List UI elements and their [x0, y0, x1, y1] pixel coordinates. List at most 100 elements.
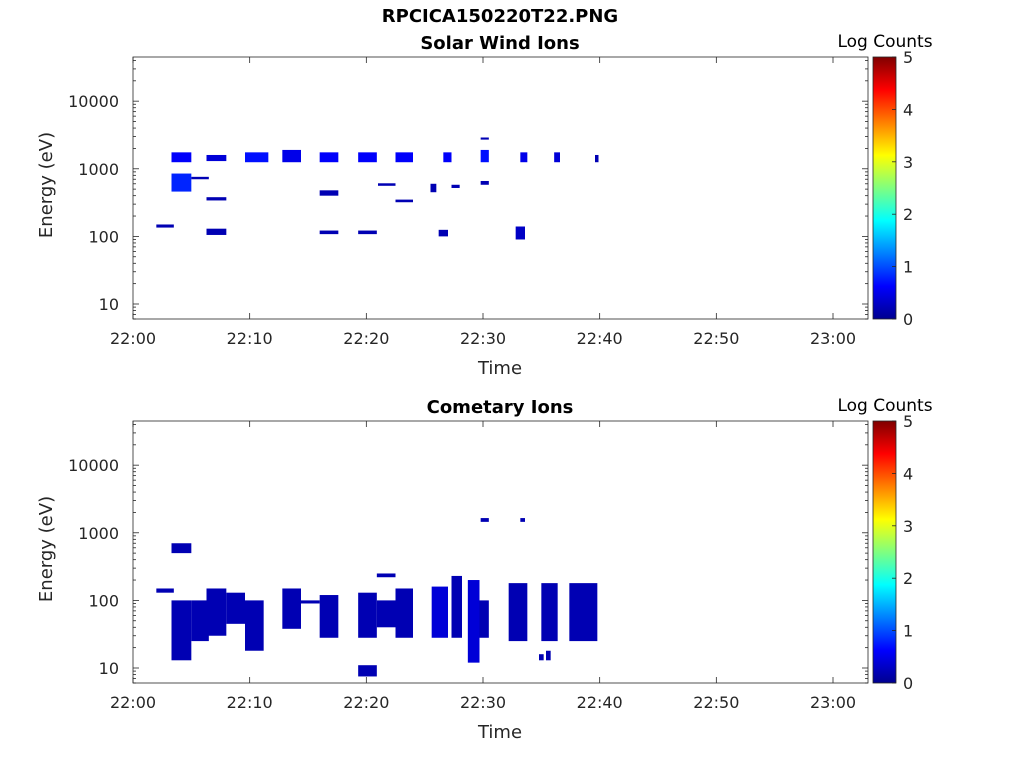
- data-cell: [480, 149, 489, 163]
- x-tick-label: 22:00: [110, 693, 156, 712]
- data-cell: [554, 152, 560, 163]
- data-cell: [358, 665, 377, 677]
- x-tick-label: 22:50: [693, 693, 739, 712]
- x-tick-label: 22:40: [577, 329, 623, 348]
- data-cell: [431, 586, 448, 638]
- x-tick-label: 22:30: [460, 693, 506, 712]
- data-cell: [541, 583, 558, 642]
- colorbar-tick-label: 4: [903, 100, 913, 119]
- y-tick-label: 100: [88, 227, 119, 246]
- plot-area: [133, 421, 868, 683]
- data-cell: [358, 152, 377, 163]
- data-cell: [395, 199, 413, 203]
- data-cell: [515, 226, 525, 240]
- data-cell: [319, 152, 339, 163]
- data-cell: [171, 152, 192, 163]
- panel-0: 22:00 22:10 22:20 22:30 22:40 22:50 23:0010100…: [36, 32, 933, 379]
- data-cell: [520, 518, 525, 522]
- colorbar-tick-label: 3: [903, 517, 913, 536]
- data-cell: [156, 588, 174, 593]
- data-cell: [226, 592, 245, 624]
- x-axis-label: Time: [477, 722, 522, 743]
- data-cell: [508, 583, 528, 642]
- x-tick-label: 22:20: [343, 693, 389, 712]
- data-cell: [443, 152, 452, 163]
- data-cell: [480, 518, 489, 522]
- data-cell: [438, 229, 448, 237]
- y-tick-label: 10000: [68, 456, 119, 475]
- data-cell: [539, 654, 544, 661]
- data-cell: [479, 600, 489, 638]
- data-cell: [301, 600, 320, 604]
- y-tick-label: 1000: [78, 524, 119, 543]
- data-cell: [206, 588, 227, 636]
- y-tick-label: 1000: [78, 160, 119, 179]
- data-cell: [245, 600, 264, 651]
- data-cell: [451, 575, 462, 638]
- data-cell: [171, 173, 192, 192]
- data-cell: [480, 180, 489, 185]
- data-cell: [451, 184, 460, 188]
- colorbar-tick-label: 1: [903, 258, 913, 277]
- data-cell: [520, 152, 528, 163]
- panel-1: 22:00 22:10 22:20 22:30 22:40 22:50 23:0010100…: [36, 396, 933, 743]
- colorbar-tick-label: 5: [903, 412, 913, 431]
- colorbar-tick-label: 2: [903, 205, 913, 224]
- panel-title: Solar Wind Ions: [420, 33, 579, 54]
- data-cell: [156, 224, 174, 228]
- x-tick-label: 22:10: [227, 693, 273, 712]
- colorbar-label: Log Counts: [837, 32, 932, 52]
- axes-box: [132, 420, 869, 684]
- data-cell: [358, 592, 377, 638]
- data-cell: [191, 176, 209, 180]
- data-cell: [282, 588, 301, 629]
- data-cell: [430, 183, 437, 193]
- colorbar-tick-label: 5: [903, 48, 913, 67]
- data-cell: [595, 154, 599, 163]
- data-cell: [319, 190, 339, 196]
- colorbar-tick-label: 0: [903, 310, 913, 329]
- data-cell: [376, 573, 396, 578]
- data-cell: [467, 580, 480, 663]
- colorbar: [872, 56, 897, 320]
- x-tick-label: 23:00: [810, 693, 856, 712]
- y-tick-label: 100: [88, 591, 119, 610]
- data-cell: [546, 650, 551, 661]
- y-axis-label: Energy (eV): [36, 132, 57, 238]
- colorbar-label: Log Counts: [837, 396, 932, 416]
- data-cell: [378, 183, 396, 186]
- figure-title: RPCICA150220T22.PNG: [381, 6, 619, 27]
- colorbar-tick-label: 0: [903, 674, 913, 693]
- data-cell: [569, 583, 598, 642]
- panel-title: Cometary Ions: [427, 397, 574, 418]
- y-tick-label: 10000: [68, 92, 119, 111]
- axes-box: [132, 56, 869, 320]
- data-cell: [206, 228, 227, 235]
- data-cell: [171, 543, 192, 554]
- y-tick-label: 10: [99, 295, 119, 314]
- data-cell: [480, 137, 489, 140]
- data-cell: [206, 197, 227, 201]
- x-tick-label: 22:00: [110, 329, 156, 348]
- data-cell: [245, 152, 269, 163]
- colorbar-tick-label: 2: [903, 569, 913, 588]
- x-tick-label: 23:00: [810, 329, 856, 348]
- data-cell: [395, 152, 413, 163]
- x-tick-label: 22:30: [460, 329, 506, 348]
- colorbar-tick-label: 1: [903, 622, 913, 641]
- data-cell: [206, 154, 227, 162]
- y-axis-label: Energy (eV): [36, 496, 57, 602]
- data-cell: [358, 230, 377, 235]
- colorbar: [872, 420, 897, 684]
- colorbar-tick-label: 4: [903, 464, 913, 483]
- x-tick-label: 22:50: [693, 329, 739, 348]
- data-cell: [395, 588, 413, 638]
- x-axis-label: Time: [477, 358, 522, 379]
- data-cell: [319, 230, 339, 235]
- x-tick-label: 22:40: [577, 693, 623, 712]
- data-cell: [376, 600, 396, 628]
- y-tick-label: 10: [99, 659, 119, 678]
- data-cell: [191, 600, 209, 642]
- plot-area: [133, 57, 868, 319]
